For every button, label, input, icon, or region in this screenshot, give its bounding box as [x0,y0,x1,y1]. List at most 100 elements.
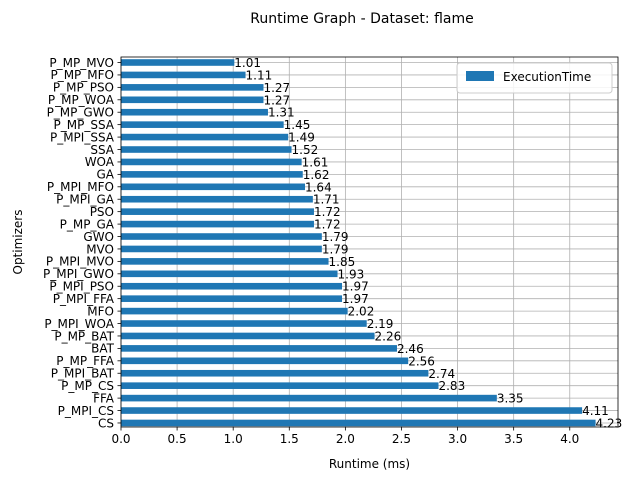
y-tick-label: P_MPI_MFO [47,180,114,194]
bar-value-label: 2.74 [428,367,455,381]
bar-value-label: 1.97 [342,280,369,294]
bar [121,84,264,91]
legend: ExecutionTime [456,62,613,94]
plot-area-frame [120,56,619,428]
bar [121,394,497,402]
bar [121,158,302,166]
bar-value-label: 1.85 [329,255,356,269]
x-tick-label: 0.0 [111,432,130,446]
bar-value-label: 1.64 [305,180,332,194]
x-tick-label: 0.5 [168,432,187,446]
y-tick-label: BAT [91,342,115,356]
x-tick-label: 3.0 [448,432,467,446]
y-tick-label: P_MPI_WOA [44,317,114,331]
bar-value-label: 3.35 [497,392,524,406]
x-axis: 0.0 0.5 1.0 1.5 2.0 2.5 3.0 3.5 4.0 [111,427,579,446]
bar [121,270,338,278]
y-tick-label: P_MPI_CS [58,404,114,418]
y-tick-label: GA [96,168,114,182]
value-labels: 4.234.113.352.832.742.562.462.262.192.02… [234,56,622,430]
bar-value-label: 2.19 [367,317,394,331]
bar [121,382,439,389]
bar [121,345,397,352]
bar [121,419,596,427]
y-tick-label: P_MP_GA [60,217,115,231]
bar [121,108,268,116]
bar-value-label: 1.49 [288,131,315,145]
bar-value-label: 1.11 [246,68,273,82]
bar [121,369,429,377]
y-tick-label: P_MP_WOA [48,93,115,107]
y-tick-label: P_MPI_BAT [51,367,115,381]
bar [121,220,314,228]
y-tick-label: P_MP_SSA [54,118,115,132]
bar-value-label: 1.52 [292,143,319,157]
bar [121,146,292,153]
y-tick-label: P_MP_PSO [53,81,114,95]
legend-box [456,62,613,94]
bar-value-label: 1.71 [313,193,340,207]
y-axis-label: Optimizers [11,210,25,275]
bar [121,407,583,414]
x-tick-label: 1.0 [224,432,243,446]
bar-value-label: 1.79 [322,242,349,256]
y-tick-label: P_MPI_GWO [43,267,114,281]
y-tick-label: P_MPI_FFA [53,292,115,306]
legend-label: ExecutionTime [503,70,591,84]
y-tick-label: P_MP_CS [61,379,114,393]
bar-value-label: 1.93 [338,267,365,281]
y-tick-label: WOA [85,155,115,169]
bar [121,195,313,203]
y-tick-label: P_MP_FFA [56,354,115,368]
x-tick-label: 3.5 [504,432,523,446]
bar-value-label: 1.62 [303,168,330,182]
bar-value-label: 1.01 [234,56,261,70]
legend-swatch [466,71,494,81]
x-tick-label: 2.0 [336,432,355,446]
bar [121,357,409,365]
bar [121,307,348,315]
y-tick-label: P_MP_BAT [54,329,114,343]
bar-value-label: 1.31 [268,106,295,120]
bars [121,59,596,427]
bar [121,96,264,104]
y-tick-label: P_MP_MVO [49,56,114,70]
bar-value-label: 1.72 [314,205,341,219]
bar-value-label: 1.97 [342,292,369,306]
bar [121,320,367,327]
bar [121,245,322,253]
bar [121,121,284,128]
x-tick-label: 1.5 [280,432,299,446]
bar-value-label: 1.27 [263,93,290,107]
bar-value-label: 4.11 [582,404,609,418]
bar-value-label: 2.02 [348,305,375,319]
y-tick-label: P_MP_MFO [50,68,114,82]
bar-value-label: 2.56 [408,354,435,368]
bar-value-label: 2.46 [397,342,424,356]
x-tick-label: 4.0 [560,432,579,446]
y-axis: CSP_MPI_CSFFAP_MP_CSP_MPI_BATP_MP_FFABAT… [43,56,121,430]
y-tick-label: P_MPI_PSO [49,280,114,294]
y-tick-label: PSO [90,205,114,219]
y-tick-label: P_MPI_SSA [50,130,115,144]
bar [121,233,322,240]
y-tick-label: FFA [93,391,115,405]
bar [121,71,246,79]
bar-value-label: 2.26 [375,329,402,343]
x-tick-label: 2.5 [392,432,411,446]
bar [121,133,289,141]
bar [121,295,343,302]
y-tick-label: P_MPI_GA [56,193,115,207]
bar-value-label: 1.27 [263,81,290,95]
bar-value-label: 2.83 [438,379,465,393]
bar-value-label: 1.61 [302,155,329,169]
bar [121,171,303,178]
y-tick-label: SSA [90,143,114,157]
y-tick-label: GWO [83,230,114,244]
y-tick-label: MVO [86,242,114,256]
bar [121,258,329,265]
chart-title: Runtime Graph - Dataset: flame [250,11,473,27]
y-tick-label: CS [98,416,114,430]
